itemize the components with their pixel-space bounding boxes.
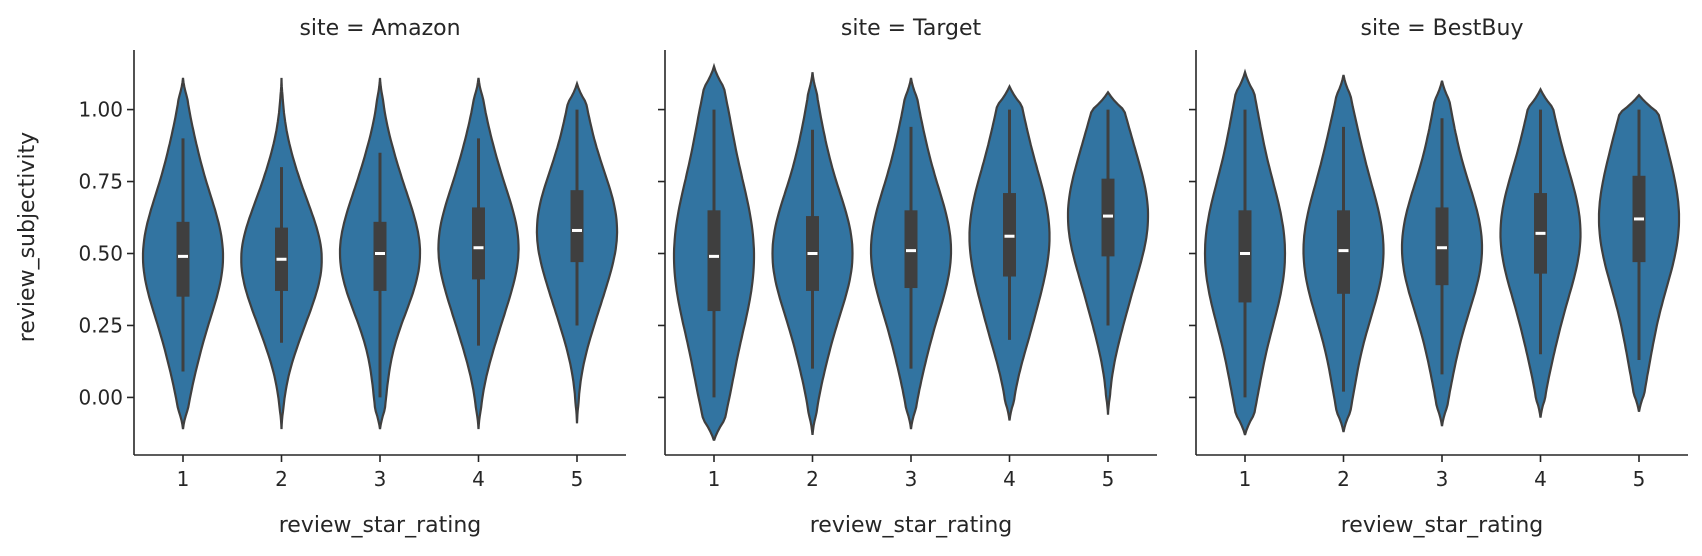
x-axis-label: review_star_rating — [810, 513, 1013, 538]
violin-iqr-box — [176, 221, 190, 297]
violin-1 — [141, 77, 225, 430]
panels-group: site = Amazon 0.00 0.25 0.50 0.75 1.00 1 2 3 4 5 re… — [78, 16, 1688, 538]
violin-1 — [672, 62, 756, 441]
x-tick-label: 4 — [472, 467, 485, 491]
violin-5 — [1066, 90, 1150, 415]
violin-3 — [1400, 80, 1484, 427]
x-tick-label: 3 — [374, 467, 387, 491]
violin-3 — [338, 77, 422, 430]
y-tick-label: 1.00 — [78, 98, 123, 122]
x-tick-label: 2 — [806, 467, 819, 491]
violin-3 — [869, 77, 953, 430]
x-tick-label: 5 — [1102, 467, 1115, 491]
y-tick-label: 0.00 — [78, 385, 123, 409]
x-tick-label: 5 — [1633, 467, 1646, 491]
x-tick-label: 5 — [571, 467, 584, 491]
panel-2: site = Target 1 2 3 4 5 review_star_rating — [658, 16, 1157, 538]
violin-iqr-box — [570, 190, 584, 263]
violin-iqr-box — [707, 210, 721, 312]
panel-title: site = Amazon — [299, 16, 460, 41]
violin-5 — [535, 80, 619, 424]
violin-5 — [1597, 93, 1681, 413]
x-tick-label: 3 — [905, 467, 918, 491]
violin-iqr-box — [373, 221, 387, 291]
x-tick-label: 2 — [275, 467, 288, 491]
x-tick-label: 3 — [1436, 467, 1449, 491]
panel-1: site = Amazon 0.00 0.25 0.50 0.75 1.00 1 2 3 4 5 re… — [78, 16, 626, 538]
x-tick-label: 1 — [1239, 467, 1252, 491]
violin-4 — [968, 84, 1051, 421]
x-tick-label: 4 — [1534, 467, 1547, 491]
x-tick-label: 2 — [1337, 467, 1350, 491]
y-tick-label: 0.50 — [78, 242, 123, 266]
violin-1 — [1203, 68, 1287, 436]
y-tick-label: 0.25 — [78, 313, 123, 337]
x-axis-label: review_star_rating — [1341, 513, 1544, 538]
violin-iqr-box — [1238, 210, 1252, 303]
x-tick-label: 1 — [177, 467, 190, 491]
panel-3: site = BestBuy 1 2 3 4 5 review_star_rating — [1189, 16, 1688, 538]
y-axis-label: review_subjectivity — [15, 132, 40, 342]
violin-2 — [240, 77, 323, 430]
violin-2 — [771, 72, 854, 436]
x-tick-label: 4 — [1003, 467, 1016, 491]
panel-title: site = Target — [841, 16, 982, 41]
violin-iqr-box — [472, 207, 485, 280]
panel-title: site = BestBuy — [1361, 16, 1524, 41]
violin-2 — [1302, 74, 1385, 433]
x-axis-label: review_star_rating — [279, 513, 482, 538]
violin-4 — [1499, 86, 1582, 418]
x-tick-label: 1 — [708, 467, 721, 491]
y-tick-label: 0.75 — [78, 170, 123, 194]
violin-4 — [437, 77, 520, 430]
